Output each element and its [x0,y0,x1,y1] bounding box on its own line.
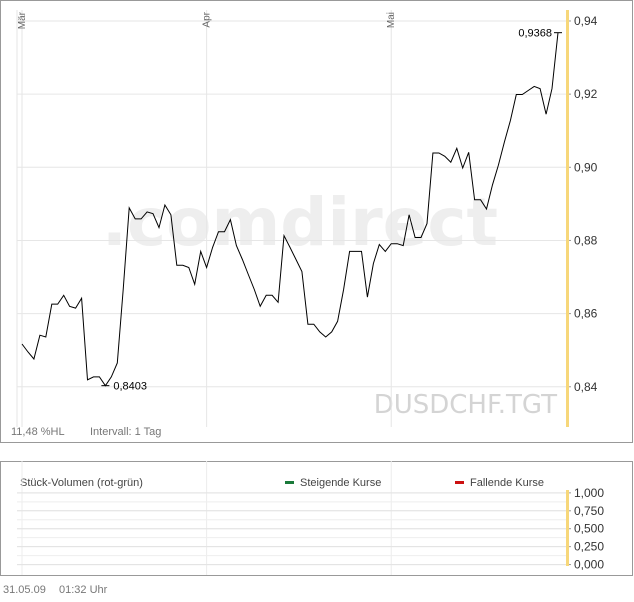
y-tick-label: 0,86 [574,307,598,321]
value-label: 0,9368 [518,28,552,40]
value-axis [566,490,569,566]
value-axis [566,10,569,427]
volume-frame [0,461,633,576]
y-tick-label: 0,250 [574,540,604,554]
y-tick-label: 0,88 [574,233,598,247]
x-tick-label: Mär [17,11,28,29]
y-tick-label: 0,750 [574,504,604,518]
price-frame [0,0,633,443]
y-tick-label: 0,000 [574,558,604,572]
y-tick-label: 0,90 [574,160,598,174]
symbol: DUSDCHF.TGT [374,390,557,420]
y-tick-label: 0,94 [574,14,598,28]
x-tick-label: Mai [386,12,397,28]
legend-swatch [285,481,294,484]
legend-swatch [455,481,464,484]
footer-time: 01:32 Uhr [59,584,108,596]
volume-title: Stück-Volumen (rot-grün) [20,477,143,489]
footer-date: 31.05.09 [3,584,46,596]
y-tick-label: 0,92 [574,87,598,101]
x-tick-label: Apr [202,11,213,27]
range-label: 11,48 %HL [11,426,65,438]
interval-label: Intervall: 1 Tag [90,426,161,438]
legend-label: Steigende Kurse [300,477,381,489]
legend-label: Fallende Kurse [470,477,544,489]
y-tick-label: 0,500 [574,522,604,536]
price-line [21,32,559,387]
value-label: 0,8403 [113,381,147,393]
y-tick-label: 0,84 [574,380,598,394]
y-tick-label: 1,000 [574,486,604,500]
watermark: .comdirect [102,184,498,261]
